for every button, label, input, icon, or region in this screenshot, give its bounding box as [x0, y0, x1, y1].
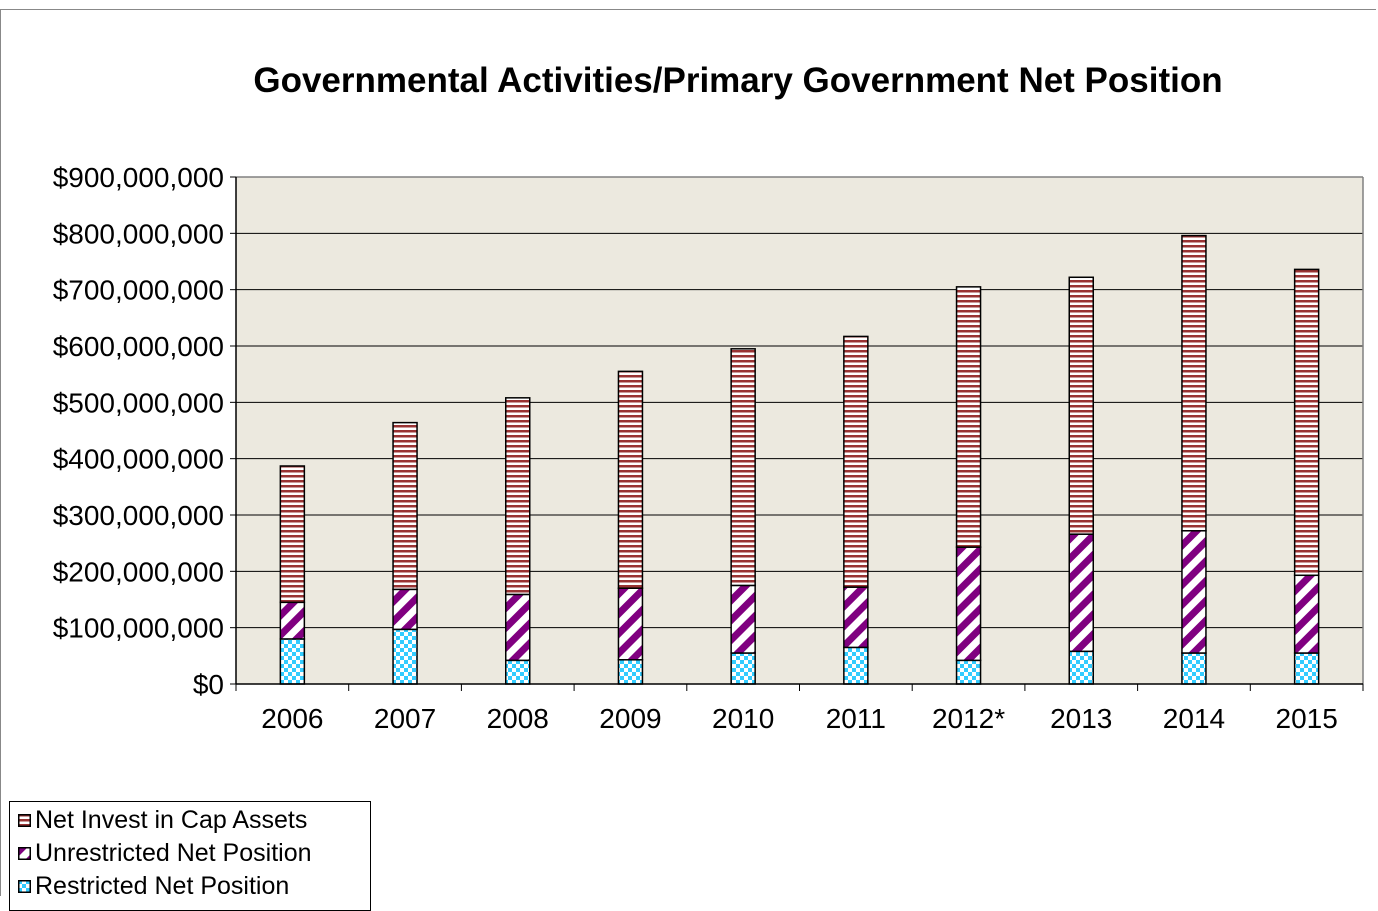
bar-segment: [505, 659, 531, 685]
x-axis-tick-labels: 2006 2007 2008 2009 2010 2011 2012* 2013 2014 201…: [261, 703, 1338, 734]
bar-segment: [617, 587, 644, 661]
y-tick-label: $500,000,000: [53, 387, 224, 418]
x-tick-label: 2015: [1276, 703, 1338, 734]
bar-segment: [730, 584, 756, 654]
y-tick-label: $200,000,000: [53, 556, 224, 587]
bar-segment: [955, 286, 982, 548]
bar-segment: [955, 546, 982, 662]
chart-frame: [0, 9, 1376, 896]
legend-swatch: [18, 814, 31, 827]
bar-segment: [1068, 276, 1094, 535]
bar-segment: [1181, 530, 1207, 654]
y-tick-label: $900,000,000: [53, 162, 224, 193]
bar-segment: [279, 601, 306, 640]
x-tick-label: 2009: [599, 703, 661, 734]
legend-label: Restricted Net Position: [35, 872, 290, 900]
bar-segment: [1068, 650, 1094, 685]
x-tick-label: 2011: [826, 703, 886, 734]
x-tick-label: 2007: [374, 703, 436, 734]
bar-segment: [1293, 268, 1320, 577]
bar-segment: [279, 638, 306, 685]
bar-segment: [505, 397, 531, 596]
bar-segment: [505, 593, 531, 662]
y-tick-label: $100,000,000: [53, 613, 224, 644]
bar-segment: [279, 465, 306, 604]
x-tick-label: 2008: [487, 703, 549, 734]
bar-segment: [617, 659, 644, 685]
y-tick-label: $300,000,000: [53, 500, 224, 531]
y-axis-tick-labels: $0 $100,000,000 $200,000,000 $300,000,000 $4…: [53, 162, 224, 700]
legend: Net Invest in Cap Assets Unrestricted Net…: [9, 801, 371, 911]
legend-item: Net Invest in Cap Assets: [18, 804, 370, 837]
bar-segment: [955, 659, 982, 685]
bar-segment: [843, 335, 869, 588]
x-tick-label: 2006: [261, 703, 323, 734]
y-tick-label: $0: [193, 669, 224, 700]
bar-segment: [843, 586, 869, 649]
bar-segment: [1181, 234, 1207, 532]
legend-label: Net Invest in Cap Assets: [35, 806, 308, 834]
legend-item: Unrestricted Net Position: [18, 837, 370, 870]
bars: [279, 234, 1320, 685]
bar-segment: [392, 588, 418, 631]
y-tick-label: $800,000,000: [53, 218, 224, 249]
axes: [235, 176, 1364, 691]
bar-segment: [392, 628, 418, 685]
y-tick-label: $400,000,000: [53, 444, 224, 475]
bar-segment: [1293, 652, 1320, 685]
legend-label: Unrestricted Net Position: [35, 839, 312, 867]
legend-swatch: [18, 847, 31, 860]
bar-segment: [1293, 574, 1320, 654]
x-tick-label: 2012*: [932, 703, 1005, 734]
legend-swatch: [18, 880, 31, 893]
plot-background: [236, 177, 1363, 684]
x-tick-label: 2010: [712, 703, 774, 734]
bar-segment: [392, 421, 418, 591]
chart-title: Governmental Activities/Primary Governme…: [253, 61, 1222, 100]
x-tick-label: 2013: [1050, 703, 1112, 734]
bar-segment: [843, 646, 869, 685]
bar-segment: [1068, 533, 1094, 653]
bar-segment: [730, 348, 756, 587]
y-tick-label: $600,000,000: [53, 331, 224, 362]
plot-area: [236, 177, 1363, 684]
x-tick-label: 2014: [1163, 703, 1225, 734]
bar-segment: [730, 652, 756, 685]
legend-item: Restricted Net Position: [18, 870, 370, 903]
bar-segment: [617, 370, 644, 589]
bar-segment: [1181, 652, 1207, 685]
y-tick-label: $700,000,000: [53, 275, 224, 306]
